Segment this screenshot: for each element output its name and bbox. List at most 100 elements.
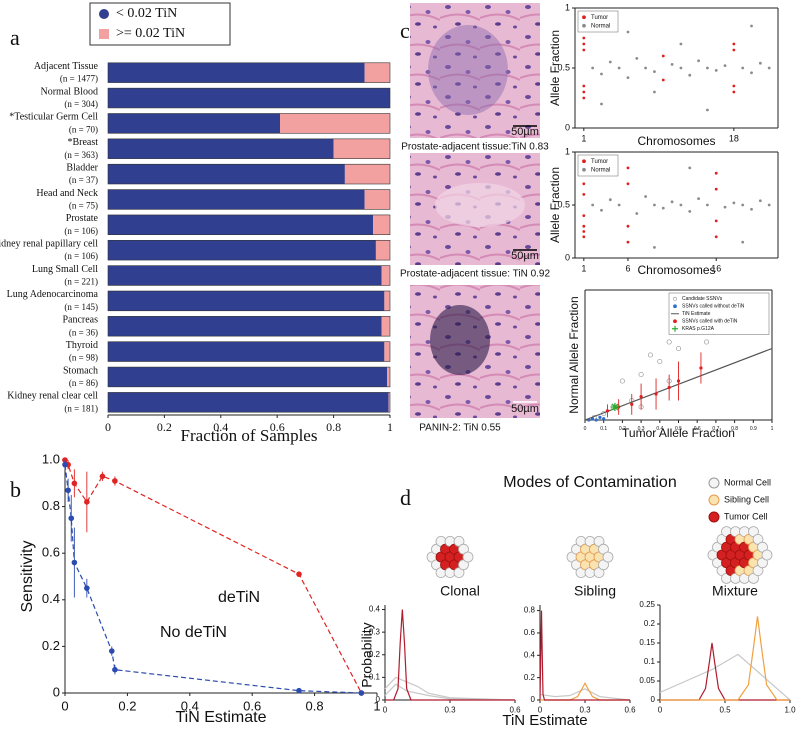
y-tick-label: 0.8 — [42, 498, 60, 513]
point — [582, 84, 586, 88]
y-axis-title: Normal Allele Fraction — [567, 296, 581, 413]
bar-segment — [344, 164, 390, 184]
point — [647, 352, 654, 358]
bar-outline — [107, 214, 391, 236]
point — [626, 76, 630, 79]
y-tick-label: 0.6 — [42, 545, 60, 560]
category-label: Adjacent Tissue — [34, 61, 99, 72]
series-label: No deTiN — [160, 624, 227, 641]
bar-outline — [107, 138, 391, 159]
point — [741, 240, 745, 244]
legend-swatch — [99, 29, 109, 39]
chart: c 1 18 0 0.5 1 Chromosomes Allele Fraction Tumor… — [400, 2, 779, 148]
y-tick-label: 0 — [565, 122, 570, 132]
category-count: (n = 145) — [64, 302, 98, 312]
x-tick-label: 0.4 — [213, 420, 228, 434]
y-tick-label: 0.15 — [639, 638, 655, 647]
y-tick-label: 0.1 — [369, 672, 381, 681]
panel-label: d — [400, 485, 411, 510]
point — [358, 690, 365, 696]
bar-segment — [108, 164, 345, 184]
point — [732, 90, 736, 94]
bar-segment — [108, 138, 334, 159]
point — [635, 212, 639, 215]
category-count: (n = 221) — [64, 277, 98, 287]
x-tick-label: 0 — [383, 706, 388, 715]
point — [653, 90, 656, 94]
chart-title: Sibling — [574, 583, 616, 599]
x-tick-label: 0.3 — [579, 706, 591, 715]
series-line — [384, 683, 516, 701]
category-count: (n = 363) — [64, 150, 98, 160]
x-tick-label: 0.5 — [719, 706, 731, 715]
x-tick-label: 1 — [771, 426, 774, 432]
category-label: Lung Small Cell — [32, 264, 98, 275]
point — [626, 240, 630, 244]
bar-segment — [387, 367, 390, 387]
x-tick-label: 1 — [581, 264, 586, 274]
bar-segment — [388, 392, 390, 413]
tissue-feature — [430, 305, 490, 375]
point — [635, 57, 639, 60]
bar-outline — [107, 113, 391, 134]
point — [732, 201, 736, 205]
y-tick-label: 0.2 — [644, 619, 656, 628]
point — [661, 78, 665, 82]
legend-label: Tumor — [591, 159, 608, 165]
y-tick-label: 0.2 — [42, 638, 60, 653]
point — [582, 230, 586, 233]
point — [767, 66, 771, 70]
point — [582, 90, 586, 94]
chart: 0 0.5 1.0 0 0.05 0.1 0.15 0.2 0.25 Mixture — [639, 583, 796, 715]
chart-title: Clonal — [440, 583, 480, 599]
category-label: Bladder — [66, 162, 98, 173]
point — [296, 687, 302, 694]
category-count: (n = 106) — [64, 251, 98, 261]
tissue-feature — [435, 183, 525, 227]
diagram-title: Modes of Contamination — [503, 474, 676, 491]
x-axis-title: Tumor Allele Fraction — [622, 426, 735, 440]
series-line — [385, 609, 515, 701]
point — [714, 69, 718, 72]
legend-swatch — [582, 159, 586, 164]
category-label: Thyroid — [66, 340, 98, 351]
y-tick-label: 0.1 — [644, 657, 656, 666]
y-tick-label: 0.8 — [524, 606, 536, 615]
category-label: Kidney renal clear cell — [7, 391, 98, 402]
y-tick-label: 0 — [376, 695, 381, 704]
point — [653, 246, 656, 249]
category-label: Lung Adenocarcinoma — [7, 289, 99, 300]
point — [582, 224, 586, 228]
point — [112, 478, 118, 484]
y-tick-label: 0.4 — [42, 591, 60, 606]
image-caption: Prostate-adjacent tissue:TiN 0.83 — [401, 142, 549, 153]
x-tick-label: 0.6 — [243, 699, 261, 714]
category-label: *Testicular Germ Cell — [9, 112, 98, 123]
legend-label: SSNVs called with deTiN — [682, 319, 738, 325]
point — [62, 461, 68, 468]
point — [653, 203, 656, 207]
category-label: Stomach — [63, 365, 98, 376]
point — [697, 197, 700, 201]
point — [600, 102, 603, 106]
panel-label: a — [10, 25, 20, 50]
x-tick-label: 0.8 — [731, 426, 738, 432]
x-tick-label: 0.2 — [157, 420, 172, 434]
point — [732, 42, 736, 46]
point — [732, 84, 736, 88]
legend-box — [577, 154, 619, 177]
point — [750, 207, 753, 211]
y-tick-label: 0.25 — [639, 600, 655, 609]
y-tick-label: 0.4 — [369, 605, 381, 614]
legend-swatch — [708, 477, 720, 489]
tissue-image — [410, 3, 540, 138]
point — [594, 418, 598, 422]
y-tick-label: 0.2 — [369, 650, 381, 659]
x-tick-label: 0.4 — [181, 699, 199, 714]
y-tick-label: 0 — [53, 684, 60, 699]
point — [750, 71, 753, 75]
point — [582, 48, 586, 52]
point — [582, 42, 586, 46]
